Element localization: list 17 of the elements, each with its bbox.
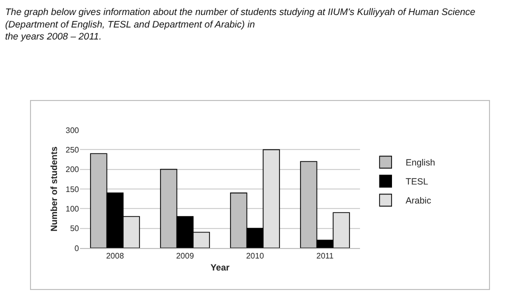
x-tick-label: 2008: [106, 252, 124, 261]
y-tick-label: 0: [74, 244, 80, 253]
x-tick-label: 2010: [246, 252, 264, 261]
y-tick-label: 250: [66, 145, 80, 154]
y-tick-label: 200: [66, 165, 80, 174]
chart-title: The graph below gives information about the number of students studying at IIUM's Kulliyyah of Human Science (Department of English, TESL and Department of Arabic) in the years 2008 – 2011.: [5, 6, 476, 43]
legend-label: English: [406, 158, 436, 168]
legend-label: TESL: [406, 176, 428, 187]
y-tick-label: 50: [70, 224, 80, 234]
y-axis-title: Number of students: [48, 146, 59, 232]
legend-label: Arabic: [406, 196, 432, 206]
y-tick-label: 150: [66, 184, 80, 194]
x-tick-label: 2009: [176, 252, 194, 261]
y-tick-label: 100: [66, 204, 80, 214]
y-tick-label: 300: [66, 126, 80, 135]
x-tick-label: 2011: [316, 252, 334, 261]
x-axis-title: Year: [210, 262, 230, 272]
